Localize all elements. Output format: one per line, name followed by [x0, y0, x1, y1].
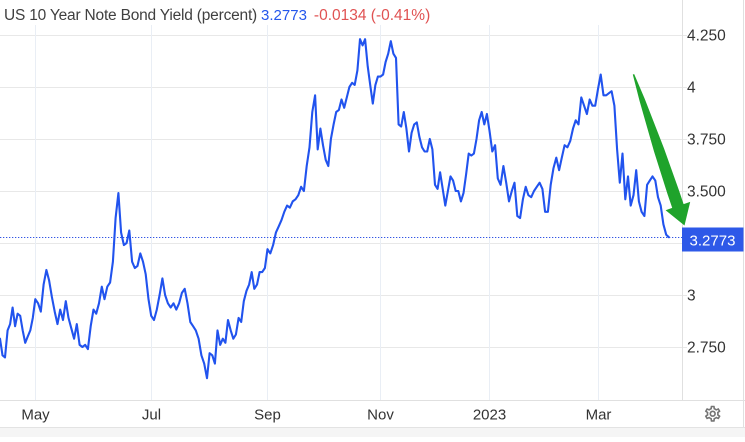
svg-text:3: 3 [687, 288, 696, 305]
svg-text:Mar: Mar [586, 407, 612, 424]
svg-text:2023: 2023 [473, 407, 506, 424]
svg-text:3.2773: 3.2773 [690, 233, 736, 250]
svg-text:4: 4 [687, 80, 696, 97]
svg-text:Sep: Sep [254, 407, 281, 424]
svg-text:2.750: 2.750 [687, 340, 726, 357]
svg-text:3.750: 3.750 [687, 132, 726, 149]
svg-text:Nov: Nov [367, 407, 394, 424]
svg-text:3.500: 3.500 [687, 184, 726, 201]
svg-text:May: May [21, 407, 50, 424]
svg-text:Jul: Jul [142, 407, 161, 424]
svg-text:4.250: 4.250 [687, 28, 726, 45]
svg-text:US 10 Year Note Bond Yield (pe: US 10 Year Note Bond Yield (percent) 3.27… [4, 7, 430, 24]
